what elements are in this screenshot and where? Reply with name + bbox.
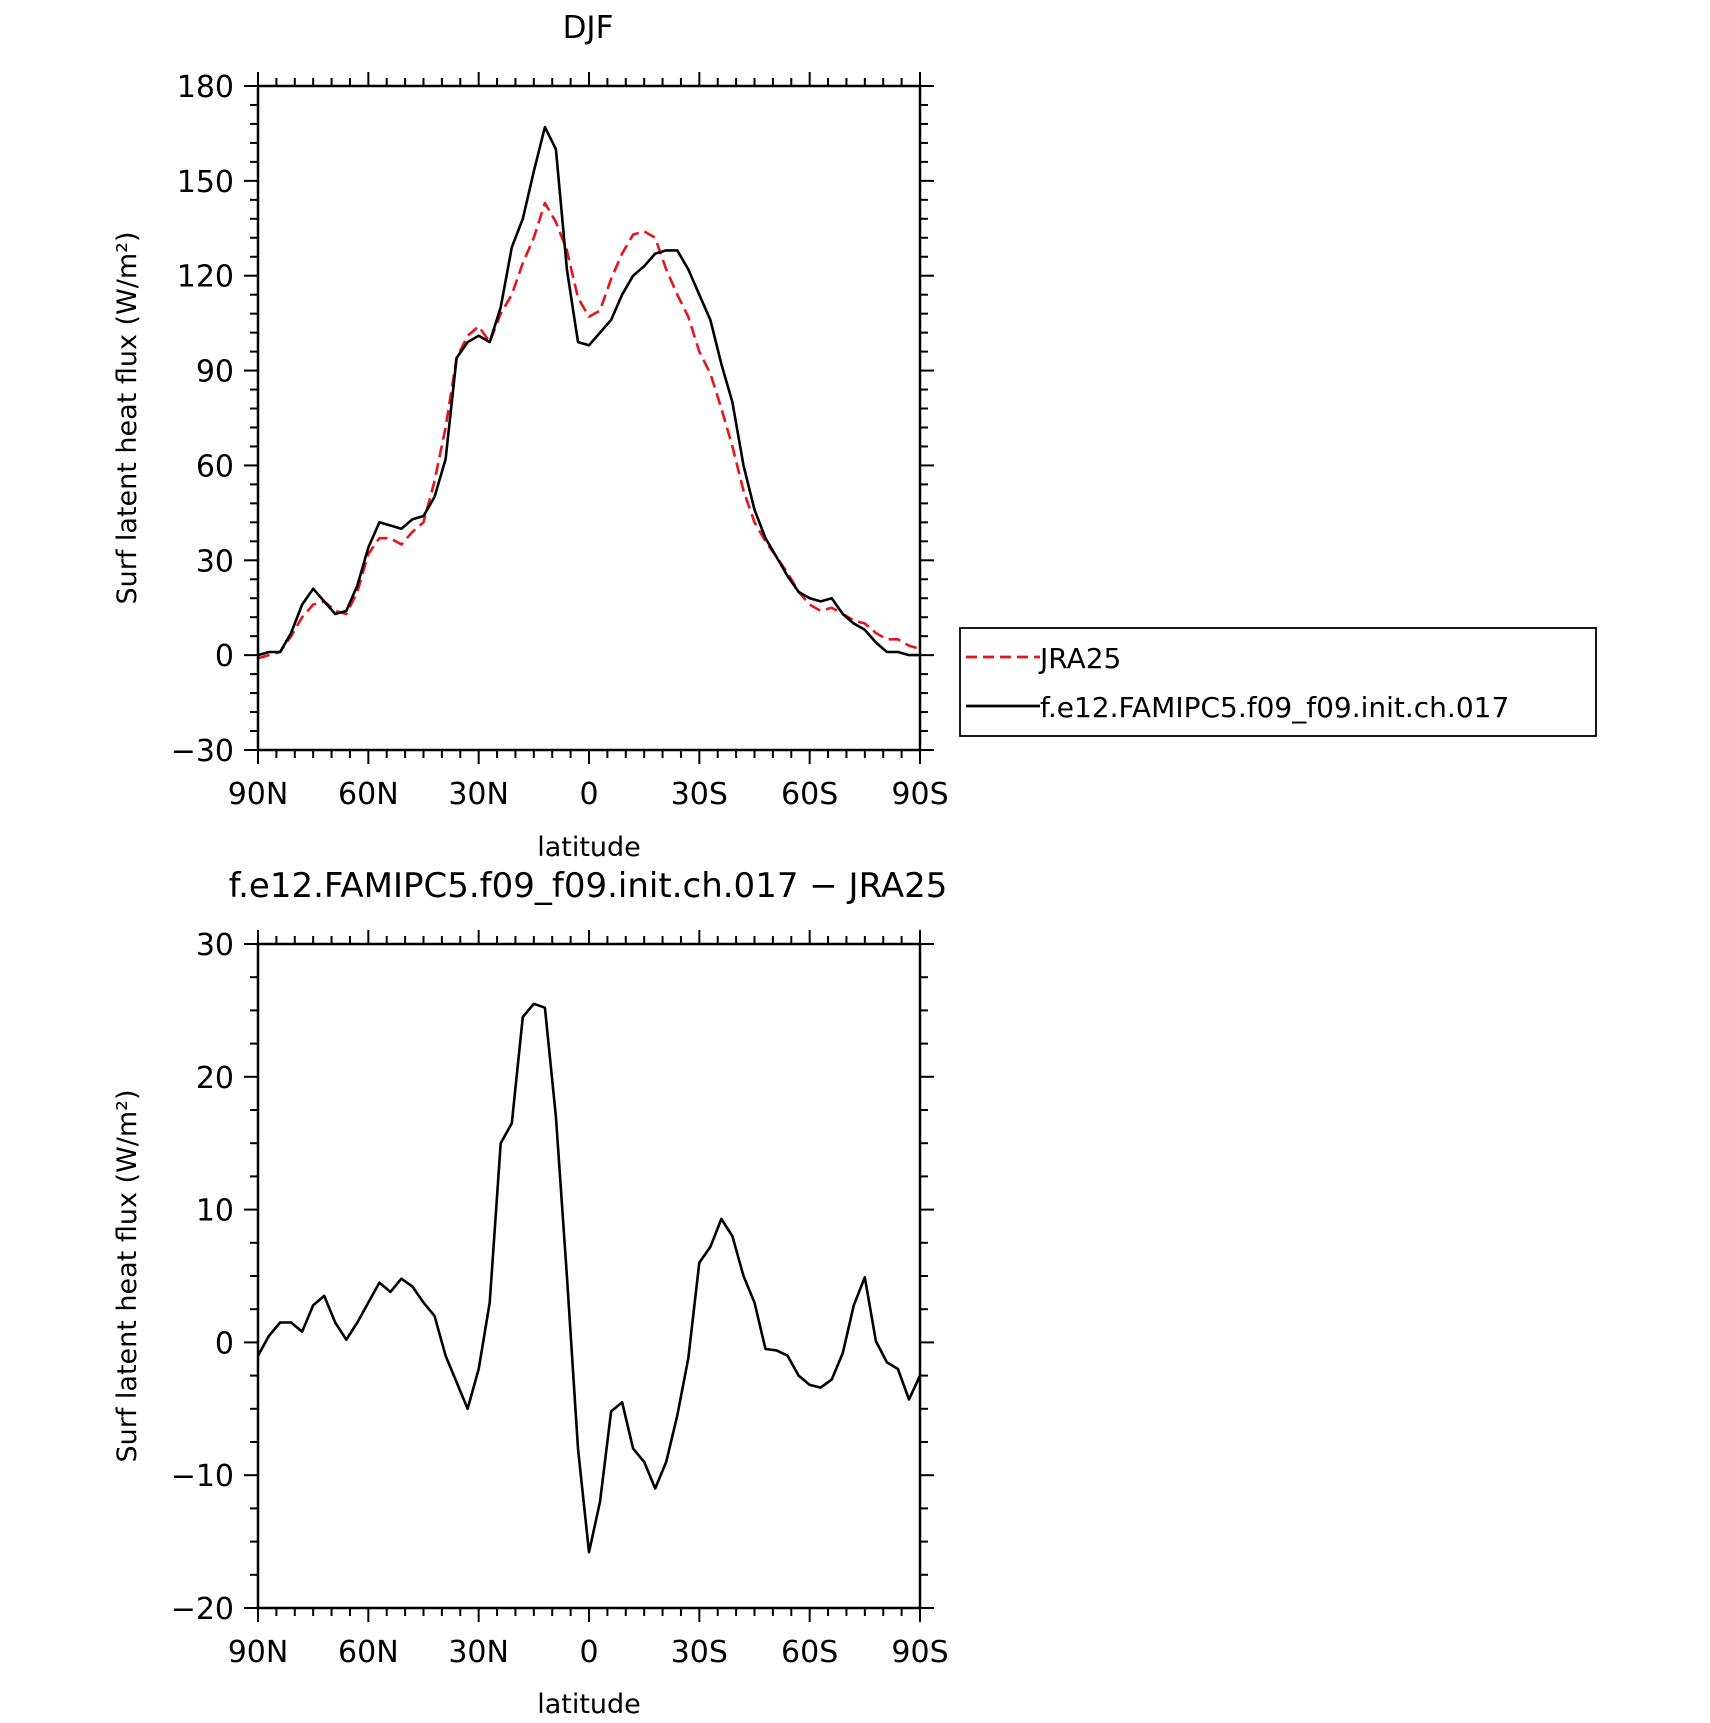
legend-label-jra25: JRA25 bbox=[1038, 642, 1121, 675]
bottom-panel-title: f.e12.FAMIPC5.f09_f09.init.ch.017 − JRA2… bbox=[229, 866, 948, 906]
x-tick-label: 60N bbox=[338, 777, 399, 812]
series-line-difference bbox=[256, 1002, 922, 1554]
top-panel-ticks bbox=[244, 72, 934, 764]
x-tick-label: 0 bbox=[579, 777, 598, 812]
top-y-axis-label: Surf latent heat flux (W/m²) bbox=[112, 231, 143, 604]
x-tick-label: 30N bbox=[448, 1635, 509, 1670]
y-tick-label: 0 bbox=[215, 639, 234, 674]
y-tick-label: 0 bbox=[215, 1326, 234, 1361]
bottom-y-tick-labels: −20 −10 0 10 20 30 bbox=[171, 928, 234, 1627]
y-tick-label: 30 bbox=[196, 928, 234, 963]
top-x-axis-label: latitude bbox=[537, 832, 641, 863]
y-tick-label: −10 bbox=[171, 1459, 234, 1494]
x-tick-label: 90S bbox=[891, 1635, 948, 1670]
y-tick-label: 20 bbox=[196, 1061, 234, 1096]
bottom-panel-ticks bbox=[244, 930, 934, 1622]
x-tick-label: 90S bbox=[891, 777, 948, 812]
x-tick-label: 60N bbox=[338, 1635, 399, 1670]
legend-box bbox=[959, 627, 1597, 737]
top-panel: DJF −30 0 30 60 90 120 150 180 90N 60N 30N 0 30S 60S… bbox=[112, 10, 949, 863]
bottom-series-lines bbox=[256, 1002, 922, 1554]
x-tick-label: 30S bbox=[671, 777, 728, 812]
x-tick-label: 90N bbox=[228, 777, 289, 812]
legend: JRA25 f.e12.FAMIPC5.f09_f09.init.ch.017 bbox=[959, 627, 1597, 737]
top-series-lines bbox=[257, 125, 921, 660]
y-tick-label: 30 bbox=[196, 544, 234, 579]
top-x-tick-labels: 90N 60N 30N 0 30S 60S 90S bbox=[228, 777, 949, 812]
x-tick-label: 30N bbox=[448, 777, 509, 812]
y-tick-label: 10 bbox=[196, 1194, 234, 1229]
bottom-x-axis-label: latitude bbox=[537, 1689, 641, 1720]
x-tick-label: 60S bbox=[781, 777, 838, 812]
x-tick-label: 90N bbox=[228, 1635, 289, 1670]
x-tick-label: 0 bbox=[579, 1635, 598, 1670]
bottom-y-axis-label: Surf latent heat flux (W/m²) bbox=[112, 1089, 143, 1462]
y-tick-label: −30 bbox=[171, 734, 234, 769]
bottom-panel: f.e12.FAMIPC5.f09_f09.init.ch.017 − JRA2… bbox=[112, 866, 949, 1720]
top-panel-title: DJF bbox=[563, 10, 614, 46]
bottom-plot-frame bbox=[256, 942, 922, 1610]
bottom-x-tick-labels: 90N 60N 30N 0 30S 60S 90S bbox=[228, 1635, 949, 1670]
y-tick-label: −20 bbox=[171, 1592, 234, 1627]
legend-label-model: f.e12.FAMIPC5.f09_f09.init.ch.017 bbox=[1040, 691, 1509, 724]
x-tick-label: 60S bbox=[781, 1635, 838, 1670]
series-line-f-e12-famipc5-f09-f09-init-ch-017 bbox=[257, 125, 920, 657]
y-tick-label: 120 bbox=[177, 260, 234, 295]
series-line-jra25 bbox=[257, 201, 921, 660]
y-tick-label: 150 bbox=[177, 165, 234, 200]
top-y-tick-labels: −30 0 30 60 90 120 150 180 bbox=[171, 70, 234, 769]
y-tick-label: 60 bbox=[196, 449, 234, 484]
x-tick-label: 30S bbox=[671, 1635, 728, 1670]
y-tick-label: 90 bbox=[196, 355, 234, 390]
y-tick-label: 180 bbox=[177, 70, 234, 105]
top-plot-frame bbox=[256, 84, 922, 752]
